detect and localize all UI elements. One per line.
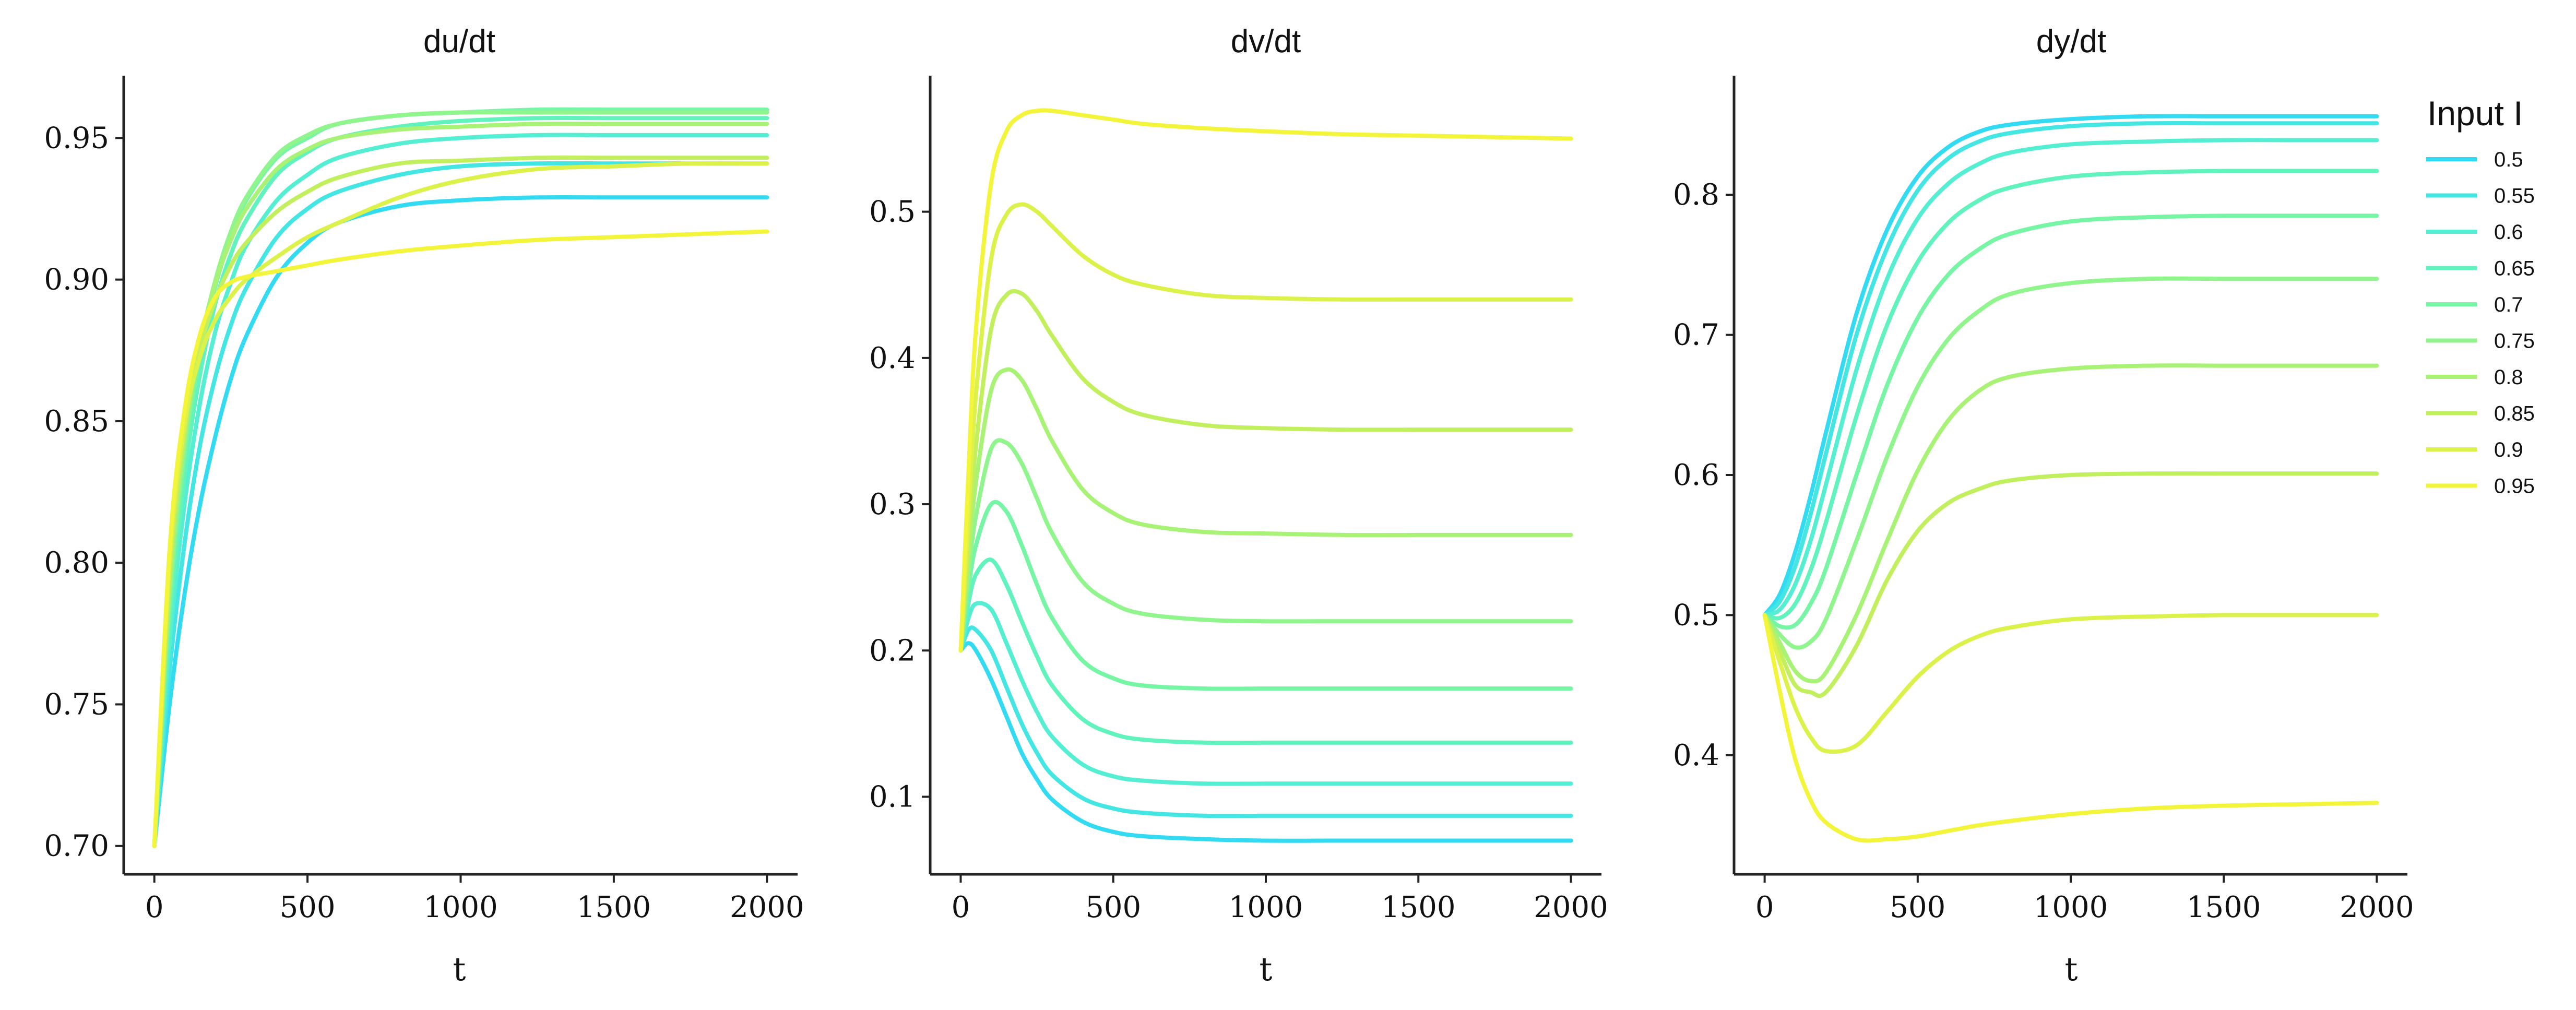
- series-line-0.85: [152, 155, 769, 848]
- series-line-0.75: [958, 438, 1573, 653]
- panel-title: dy/dt: [2036, 23, 2106, 60]
- legend: Input I 0.5 0.55 0.6 0.65 0.7 0.75 0.8 0.85 0.9 0…: [2426, 94, 2535, 498]
- series-line-0.9: [1762, 613, 2379, 754]
- panel-title: du/dt: [423, 23, 495, 60]
- y-tick-label: 0.1: [869, 780, 916, 814]
- x-tick-label: 500: [1085, 890, 1141, 924]
- x-tick-label: 2000: [2340, 890, 2414, 924]
- series-line-0.7: [958, 500, 1573, 691]
- panel-title: dv/dt: [1231, 23, 1301, 60]
- series-line-0.9: [152, 161, 769, 848]
- legend-label: 0.5: [2494, 148, 2523, 171]
- legend-label: 0.9: [2494, 438, 2523, 461]
- y-tick-label: 0.95: [44, 121, 109, 155]
- y-tick-label: 0.6: [1673, 458, 1719, 492]
- y-tick-label: 0.85: [44, 405, 109, 438]
- x-tick-label: 1500: [577, 890, 651, 924]
- series-line-0.85: [958, 289, 1573, 653]
- y-tick-label: 0.5: [869, 195, 916, 229]
- series-line-0.5: [1762, 114, 2379, 617]
- series-line-0.95: [958, 108, 1573, 653]
- legend-label: 0.6: [2494, 221, 2523, 244]
- series-line-0.85: [1762, 471, 2379, 698]
- y-tick-label: 0.2: [869, 634, 916, 668]
- series-line-0.65: [958, 557, 1573, 745]
- series-line-0.8: [1762, 363, 2379, 684]
- series-line-0.95: [1762, 613, 2379, 843]
- x-tick-label: 500: [1890, 890, 1945, 924]
- y-tick-label: 0.75: [44, 687, 109, 721]
- series-line-0.8: [958, 367, 1573, 653]
- series-line-0.6: [958, 601, 1573, 786]
- y-tick-label: 0.90: [44, 263, 109, 297]
- series-line-0.6: [1762, 138, 2379, 617]
- y-tick-label: 0.7: [1673, 318, 1719, 352]
- legend-label: 0.7: [2494, 293, 2523, 316]
- x-tick-label: 1000: [423, 890, 498, 924]
- y-tick-label: 0.4: [869, 341, 916, 375]
- x-axis-title: t: [453, 950, 466, 988]
- legend-label: 0.85: [2494, 402, 2535, 425]
- x-tick-label: 0: [952, 890, 970, 924]
- x-tick-label: 0: [145, 890, 164, 924]
- x-axis-title: t: [2065, 950, 2078, 988]
- series-line-0.5: [152, 195, 769, 848]
- x-tick-label: 500: [280, 890, 336, 924]
- legend-label: 0.8: [2494, 366, 2523, 389]
- panel-du-dt: du/dt t 0 500 1000 1500 2000 0.70 0.75 0.80 0.85…: [44, 23, 804, 988]
- y-tick-label: 0.8: [1673, 178, 1719, 212]
- x-axis-title: t: [1260, 950, 1273, 988]
- series-line-0.5: [958, 641, 1573, 843]
- y-tick-label: 0.3: [869, 488, 916, 521]
- series-line-0.8: [152, 121, 769, 848]
- series-line-0.95: [152, 229, 769, 848]
- series-line-0.55: [958, 625, 1573, 818]
- x-tick-label: 2000: [730, 890, 804, 924]
- series-line-0.6: [152, 133, 769, 848]
- series-line-0.75: [1762, 276, 2379, 650]
- x-tick-label: 2000: [1534, 890, 1608, 924]
- panel-dy-dt: dy/dt t 0 500 1000 1500 2000 0.4 0.5 0.6 0.7 0.8: [1673, 23, 2414, 988]
- legend-label: 0.65: [2494, 257, 2535, 280]
- legend-label: 0.75: [2494, 330, 2535, 353]
- x-tick-label: 1500: [2187, 890, 2261, 924]
- legend-label: 0.95: [2494, 475, 2535, 498]
- series-line-0.9: [958, 202, 1573, 653]
- series-line-0.7: [1762, 213, 2379, 630]
- y-tick-label: 0.4: [1673, 739, 1719, 773]
- x-tick-label: 1500: [1381, 890, 1456, 924]
- x-tick-label: 0: [1755, 890, 1774, 924]
- series-line-0.65: [1762, 169, 2379, 621]
- x-tick-label: 1000: [1229, 890, 1303, 924]
- legend-label: 0.55: [2494, 185, 2535, 208]
- legend-title: Input I: [2427, 94, 2523, 133]
- y-tick-label: 0.70: [44, 829, 109, 863]
- panel-dv-dt: dv/dt t 0 500 1000 1500 2000 0.1 0.2 0.3 0.4 0.5: [869, 23, 1608, 988]
- y-tick-label: 0.80: [44, 546, 109, 580]
- y-tick-label: 0.5: [1673, 598, 1719, 632]
- series-line-0.65: [152, 116, 769, 848]
- x-tick-label: 1000: [2034, 890, 2108, 924]
- series-line-0.55: [152, 161, 769, 848]
- series-line-0.55: [1762, 121, 2379, 617]
